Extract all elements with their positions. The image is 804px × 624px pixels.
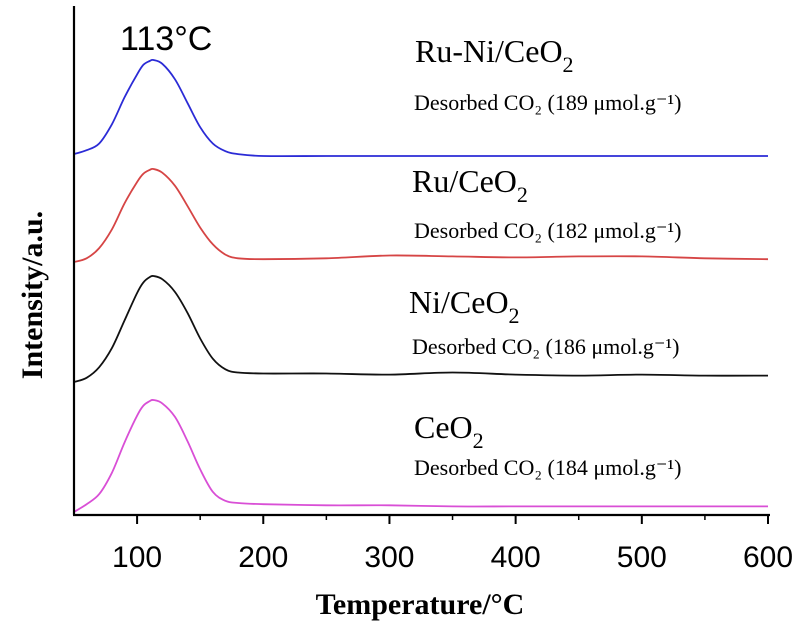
series-line-ceo2 [73,398,768,513]
series-line-ni-ceo2 [73,274,769,383]
desorbed-co2-label: Desorbed CO₂ (189 μmol.g⁻¹) [414,90,681,115]
x-tick-label: 300 [364,541,414,574]
desorbed-co2-label: Desorbed CO₂ (182 μmol.g⁻¹) [414,218,681,243]
desorbed-co2-label: Desorbed CO₂ (186 μmol.g⁻¹) [412,334,679,359]
y-axis-title: Intensity/a.u. [16,211,49,379]
series-name-label: Ru/CeO2 [412,163,528,207]
x-tick-label: 400 [491,541,541,574]
series-line-ru-ceo2 [73,167,769,263]
x-tick-label: 200 [238,541,288,574]
curves-layer [73,58,769,513]
x-tick-label: 500 [617,541,667,574]
x-axis-title: Temperature/°C [316,588,525,621]
peak-annotation: 113°C [120,20,212,58]
series-name-label: CeO2 [414,409,484,453]
desorbed-co2-label: Desorbed CO₂ (184 μmol.g⁻¹) [414,455,681,480]
x-ticks-layer: 100 200 300 400 500 600 [112,515,793,574]
x-tick-label: 600 [743,541,793,574]
x-tick-label: 100 [112,541,162,574]
series-labels-layer: Ru-Ni/CeO2 Desorbed CO₂ (189 μmol.g⁻¹) Ru/… [409,33,681,480]
series-name-label: Ru-Ni/CeO2 [415,33,574,77]
series-name-label: Ni/CeO2 [409,284,520,328]
series-line-ru-ni-ceo2 [73,58,768,158]
